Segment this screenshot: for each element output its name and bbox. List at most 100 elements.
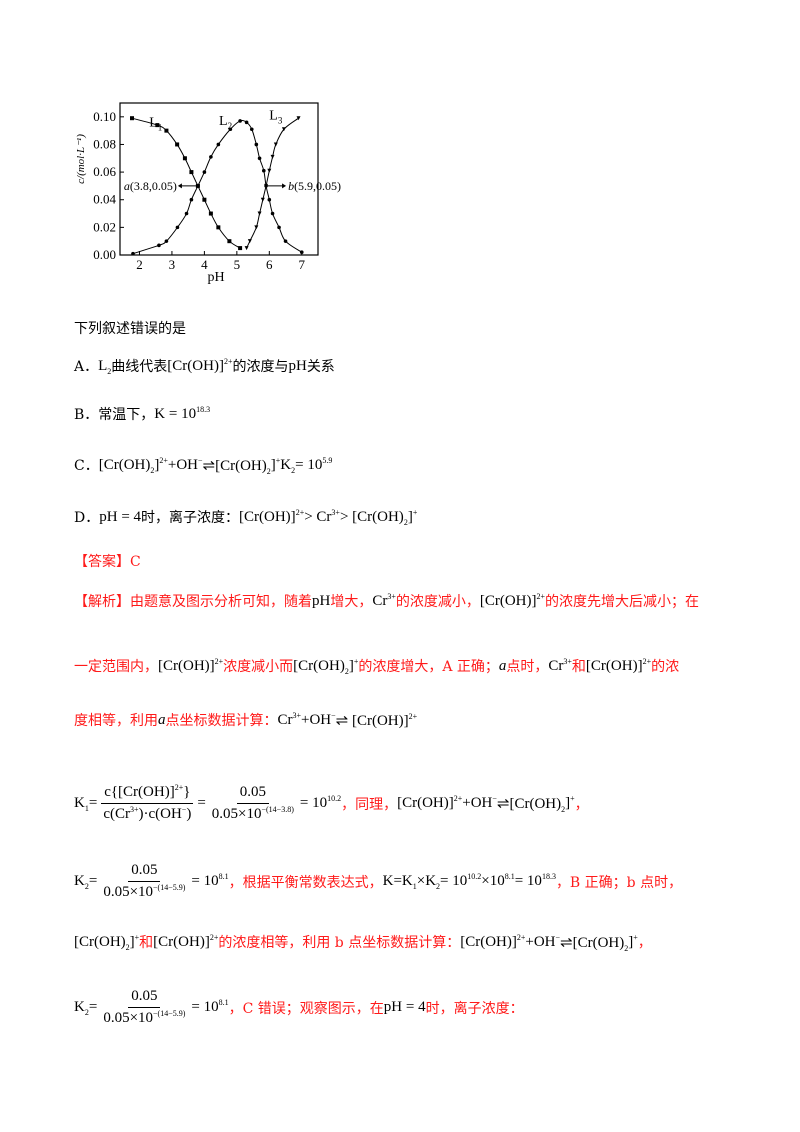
- formula-text: ]+: [270, 455, 281, 473]
- formula-text: [Cr(OH)]2+: [167, 356, 233, 374]
- superscript: 2+: [174, 783, 184, 792]
- y-tick-label: 0.00: [93, 247, 116, 262]
- superscript: 8.1: [218, 872, 229, 881]
- data-point-L2: [131, 251, 135, 256]
- data-point-L3: [281, 127, 286, 132]
- text-run: 的浓度增大，A 正确；: [358, 659, 499, 675]
- superscript: 2+: [214, 656, 224, 666]
- superscript: 2+: [516, 932, 526, 942]
- superscript: 8.1: [218, 998, 229, 1007]
- formula-text: L2: [98, 357, 112, 376]
- data-point-L2: [189, 197, 194, 202]
- superscript: 3+: [387, 591, 396, 601]
- text-run: 【解析】由题意及图示分析可知，随着: [74, 594, 312, 610]
- text-line-3: C． [Cr(OH)2]2+ +OH− ⇌[Cr(OH)2]+ K2 = 105.…: [74, 455, 332, 475]
- formula-text: Cr3+: [277, 710, 302, 728]
- subscript: 2: [107, 366, 112, 376]
- superscript: 10.2: [327, 794, 342, 803]
- curve-label: L1: [149, 115, 162, 132]
- superscript: 2+: [159, 455, 168, 465]
- formula-text: = 1018.3: [514, 872, 556, 890]
- text-run: 时，离子浓度：: [425, 1000, 524, 1017]
- superscript: 5.9: [322, 455, 333, 465]
- subscript: 2: [624, 943, 629, 953]
- formula-text: 0.05×10−(14−3.8): [211, 805, 294, 823]
- formula-text: K2: [74, 999, 89, 1017]
- fraction-denominator: 0.05×10−(14−5.9): [100, 882, 188, 901]
- text-run: C．: [74, 458, 99, 474]
- subscript: 1: [84, 804, 89, 813]
- data-point-L1: [164, 128, 169, 133]
- x-tick-label: 5: [234, 257, 241, 272]
- text-run: ，同理，: [341, 796, 398, 813]
- text-run: 的浓度减小，: [395, 594, 480, 610]
- text-run: 度相等，利用: [74, 713, 158, 729]
- formula-text: 0.05×10−(14−5.9): [103, 883, 186, 901]
- superscript: −(14−3.8): [261, 805, 294, 814]
- data-point-L1: [202, 197, 207, 202]
- formula-text: 0.05: [131, 988, 158, 1004]
- data-point-L3: [273, 142, 278, 147]
- fraction-denominator: c(Cr3+)·c(OH−): [100, 804, 194, 823]
- superscript: 2+: [295, 507, 305, 517]
- formula-text: )·c(OH−: [138, 805, 187, 823]
- formula-text: [Cr(OH)]2+: [239, 507, 305, 525]
- formula-text: +OH−: [167, 455, 203, 473]
- formula-text: [Cr(OH)2: [293, 657, 349, 676]
- formula-text: > [Cr(OH)2: [339, 508, 408, 527]
- superscript: −: [555, 932, 561, 942]
- formula-text: [Cr(OH)]2+: [460, 932, 526, 950]
- text-run: B．常温下，: [74, 407, 155, 423]
- x-tick-label: 3: [169, 257, 176, 272]
- data-point-L1: [155, 123, 160, 128]
- superscript: 2+: [642, 656, 652, 666]
- superscript: 2+: [453, 794, 463, 803]
- text-run: ，C 错误；观察图示，在: [228, 1000, 384, 1017]
- formula-text: Cr3+: [372, 591, 396, 609]
- text-run: 和: [571, 659, 586, 675]
- fraction: 0.05 0.05×10−(14−5.9): [100, 988, 188, 1027]
- formula-text: ⇌ [Cr(OH)]2+: [335, 711, 418, 729]
- data-point-L2: [244, 120, 249, 125]
- superscript: −: [181, 805, 187, 814]
- x-tick-label: 7: [299, 257, 306, 272]
- subscript: 2: [436, 882, 441, 891]
- formula-text: 0.05: [131, 862, 158, 878]
- y-axis-label: c/(mol·L⁻¹): [75, 134, 87, 184]
- data-point-L2: [209, 155, 213, 159]
- data-point-L2: [270, 211, 275, 216]
- text-run: 的浓度与: [232, 359, 289, 375]
- data-point-L2: [257, 156, 262, 161]
- superscript: 18.3: [196, 404, 211, 414]
- superscript: +: [633, 932, 638, 942]
- text-line-5: 【答案】C: [74, 551, 141, 571]
- text-run: 关系: [306, 359, 335, 375]
- superscript: 2+: [408, 711, 418, 721]
- text-line-7: 一定范围内， [Cr(OH)]2+ 浓度减小而 [Cr(OH)2]+ 的浓度增大，A 正…: [74, 656, 679, 676]
- subscript: 2: [403, 517, 408, 527]
- text-line-2: B．常温下， K = 1018.3: [74, 404, 210, 424]
- superscript: 3+: [331, 507, 340, 517]
- data-point-L3: [270, 154, 275, 159]
- formula-text: =: [197, 795, 206, 811]
- text-run: A．: [74, 359, 99, 375]
- data-point-L1: [216, 225, 221, 230]
- fraction-numerator: 0.05: [236, 784, 269, 804]
- fraction: c{[Cr(OH)]2+} c(Cr3+)·c(OH−): [100, 784, 194, 823]
- fraction-numerator: 0.05: [128, 988, 161, 1008]
- superscript: −: [198, 455, 203, 465]
- text-run: 的浓度先增大后减小；在: [545, 594, 700, 610]
- text-run: 的浓: [651, 659, 680, 675]
- text-run: 一定范围内，: [74, 659, 158, 675]
- annotation-label: a(3.8,0.05): [124, 179, 177, 193]
- text-run: 时，离子浓度：: [141, 510, 240, 526]
- text-line-1: A． L2 曲线代表 [Cr(OH)]2+ 的浓度与 pH 关系: [74, 356, 335, 376]
- x-tick-label: 2: [136, 257, 143, 272]
- text-line-10: K2 = 0.05 0.05×10−(14−5.9) = 108.1 ，根据平衡常数表达…: [74, 862, 682, 901]
- fraction-denominator: 0.05×10−(14−5.9): [100, 1008, 188, 1027]
- data-point-L2: [175, 225, 180, 230]
- formula-text: =: [88, 795, 98, 811]
- data-point-L3: [244, 246, 249, 251]
- data-point-L1: [175, 142, 180, 147]
- text-run: 增大，: [330, 594, 373, 610]
